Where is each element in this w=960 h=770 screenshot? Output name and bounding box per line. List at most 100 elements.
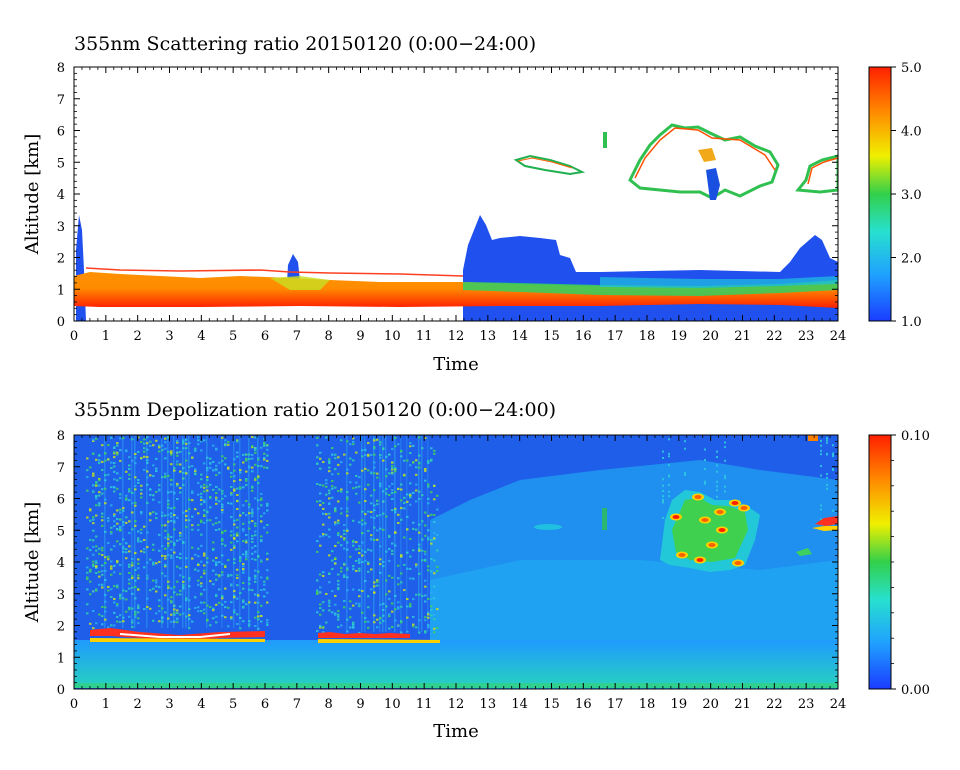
x-tick-label: 23 <box>798 697 815 712</box>
cloud-core <box>670 493 750 567</box>
y-tick-label: 3 <box>57 588 65 603</box>
y-tick-label: 6 <box>57 125 65 140</box>
y-tick-label: 7 <box>57 93 65 108</box>
boundary-layer-top <box>85 267 464 277</box>
x-tick-label: 3 <box>165 697 173 712</box>
x-tick-label: 7 <box>293 329 301 344</box>
y-tick-label: 5 <box>57 156 65 171</box>
cloud-small <box>603 132 607 148</box>
y-tick-label: 2 <box>57 252 65 267</box>
cloud-core <box>672 498 748 562</box>
boundary-layer-patch <box>270 276 330 290</box>
x-tick-label: 10 <box>384 329 401 344</box>
colorbar-tick-label: 0.10 <box>901 429 930 444</box>
boundary-layer <box>74 272 838 308</box>
x-tick-label: 18 <box>639 697 656 712</box>
x-tick-label: 4 <box>197 697 205 712</box>
cloud <box>534 524 562 530</box>
x-tick-label: 8 <box>325 697 333 712</box>
x-tick-label: 14 <box>511 697 528 712</box>
y-tick-label: 8 <box>57 61 65 76</box>
plot-area <box>74 67 838 321</box>
x-tick-label: 8 <box>325 329 333 344</box>
x-axis-label: Time <box>433 354 478 375</box>
x-tick-label: 11 <box>416 329 433 344</box>
x-tick-label: 5 <box>229 329 237 344</box>
x-tick-label: 2 <box>134 697 142 712</box>
colorbar-tick-label: 2.0 <box>901 252 922 267</box>
boundary-layer <box>74 640 838 686</box>
cloud <box>815 516 838 526</box>
cloud-outline <box>807 157 838 185</box>
x-tick-label: 24 <box>830 329 847 344</box>
cloud <box>513 154 586 176</box>
x-tick-label: 16 <box>575 697 592 712</box>
x-tick-label: 19 <box>671 697 688 712</box>
boundary-layer-edge <box>463 280 838 296</box>
x-tick-label: 20 <box>702 697 719 712</box>
colorbar: 0.00 0.10 <box>868 429 930 698</box>
depolarization-layer <box>120 633 230 638</box>
x-tick-label: 7 <box>293 697 301 712</box>
x-tick-label: 3 <box>165 329 173 344</box>
cloud-core <box>698 148 716 162</box>
x-tick-label: 14 <box>511 329 528 344</box>
depolarization-ratio-chart: 355nm Depolization ratio 20150120 (0:00−… <box>22 399 930 742</box>
chart-title: 355nm Scattering ratio 20150120 (0:00−24… <box>74 33 536 55</box>
x-axis-label: Time <box>433 721 478 742</box>
colorbar-tick-label: 3.0 <box>901 188 922 203</box>
x-tick-label: 13 <box>480 329 497 344</box>
x-tick-label: 18 <box>639 329 656 344</box>
x-tick-label: 4 <box>197 329 205 344</box>
x-tick-label: 12 <box>448 329 465 344</box>
x-tick-label: 21 <box>734 697 751 712</box>
y-tick-label: 6 <box>57 493 65 508</box>
depolarization-layer <box>90 638 265 642</box>
x-tick-label: 6 <box>261 329 269 344</box>
chart-title: 355nm Depolization ratio 20150120 (0:00−… <box>74 399 556 421</box>
plot-area <box>74 435 838 689</box>
x-tick-label: 10 <box>384 697 401 712</box>
scattering-ratio-chart: 355nm Scattering ratio 20150120 (0:00−24… <box>22 33 922 375</box>
cloud <box>812 526 838 531</box>
cloud <box>796 548 812 556</box>
y-tick-label: 5 <box>57 524 65 539</box>
y-tick-label: 3 <box>57 220 65 235</box>
colorbar-tick-label: 5.0 <box>901 61 922 76</box>
y-tick-label: 2 <box>57 620 65 635</box>
depolarization-layer <box>318 639 440 643</box>
cloud-core <box>706 168 720 200</box>
x-tick-label: 17 <box>607 329 624 344</box>
x-tick-label: 0 <box>70 329 78 344</box>
y-axis-label: Altitude [km] <box>22 134 43 256</box>
y-tick-label: 1 <box>57 283 65 298</box>
y-axis-label: Altitude [km] <box>22 502 43 624</box>
x-tick-label: 12 <box>448 697 465 712</box>
x-tick-label: 22 <box>766 329 783 344</box>
depolarization-layer <box>90 628 265 641</box>
noise-band <box>316 436 834 634</box>
depolarization-layer <box>318 632 410 638</box>
noise-band <box>86 436 269 630</box>
x-tick-label: 23 <box>798 329 815 344</box>
y-tick-label: 7 <box>57 461 65 476</box>
cloud-small <box>602 508 607 530</box>
colorbar: 1.0 2.0 3.0 4.0 5.0 <box>868 61 922 330</box>
cloud-outline <box>634 127 776 179</box>
x-tick-label: 19 <box>671 329 688 344</box>
x-tick-label: 1 <box>102 697 110 712</box>
cloud-top <box>808 435 818 441</box>
x-tick-label: 22 <box>766 697 783 712</box>
x-tick-label: 5 <box>229 697 237 712</box>
x-tick-label: 21 <box>734 329 751 344</box>
x-tick-label: 24 <box>830 697 847 712</box>
axes: 0 1 2 3 4 5 6 7 8 9 10 11 12 13 14 15 16 17 18 19 20 21 22 23 24… <box>57 61 847 344</box>
x-tick-label: 11 <box>416 697 433 712</box>
x-tick-label: 17 <box>607 697 624 712</box>
x-tick-label: 13 <box>480 697 497 712</box>
cloud-outline <box>517 157 573 169</box>
x-tick-label: 20 <box>702 329 719 344</box>
y-tick-label: 0 <box>57 315 65 330</box>
y-tick-label: 4 <box>57 556 65 571</box>
